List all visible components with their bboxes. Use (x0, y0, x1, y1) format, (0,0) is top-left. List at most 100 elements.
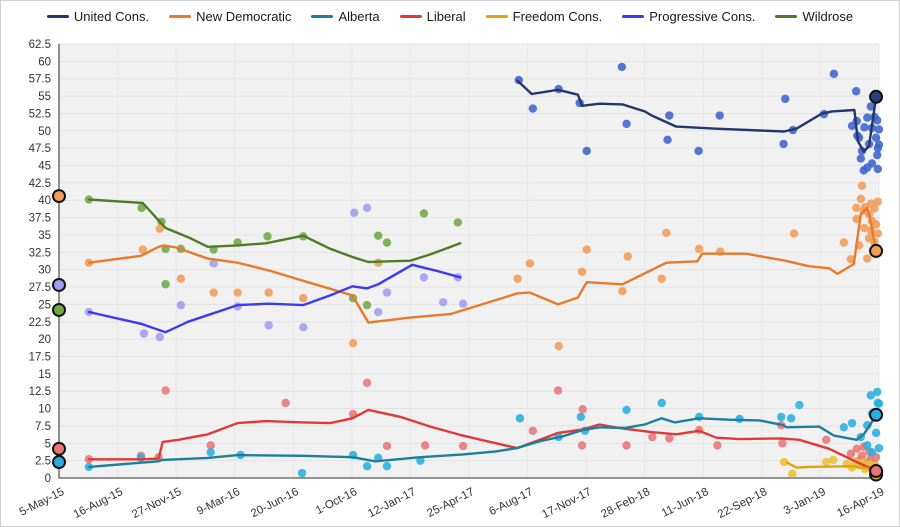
election-marker-alberta (869, 407, 884, 422)
polls-progressive-cons (84, 203, 468, 342)
poll-dot-alberta (839, 423, 849, 432)
poll-dot-new-democratic (209, 288, 218, 297)
election-marker-wildrose (52, 302, 66, 317)
x-axis-labels: 5-May-15 16-Aug-15 27-Nov-15 9-Mar-16 20-Jun… (18, 486, 887, 521)
y-tick-label: 45 (38, 161, 51, 173)
poll-dot-new-democratic (657, 274, 666, 283)
poll-dot-new-democratic (873, 229, 883, 238)
legend-label: Freedom Cons. (512, 9, 603, 24)
y-tick-label: 52.5 (29, 108, 51, 120)
y-tick-label: 5 (45, 438, 51, 450)
legend-swatch-progressive-cons (622, 15, 645, 18)
poll-dot-wildrose (453, 218, 463, 227)
y-tick-label: 62.5 (29, 39, 51, 51)
poll-dot-alberta (874, 399, 884, 408)
x-tick-label: 20-Jun-16 (249, 486, 301, 520)
poll-dot-united-cons (694, 146, 703, 156)
poll-dot-new-democratic (856, 194, 866, 204)
election-marker-new-democratic (869, 243, 884, 258)
y-tick-label: 27.5 (29, 282, 51, 294)
y-tick-label: 60 (38, 56, 51, 68)
poll-dot-freedom-cons (822, 457, 831, 467)
y-axis-labels: 02.557.51012.51517.52022.52527.53032.535… (29, 39, 51, 485)
poll-dot-liberal (846, 449, 856, 458)
poll-dot-progressive-cons (299, 323, 308, 332)
poll-dot-freedom-cons (779, 457, 789, 467)
poll-dot-progressive-cons (374, 307, 383, 317)
poll-dot-united-cons (617, 62, 627, 72)
poll-dot-new-democratic (789, 229, 799, 238)
poll-dot-liberal (553, 386, 563, 395)
legend-item-alberta: Alberta (311, 9, 380, 24)
y-tick-label: 30 (38, 265, 51, 277)
x-tick-label: 12-Jan-17 (366, 486, 418, 520)
poll-dot-new-democratic (662, 228, 671, 238)
poll-dot-liberal (420, 441, 430, 450)
x-tick-label: 28-Feb-18 (599, 486, 652, 521)
y-tick-label: 37.5 (29, 213, 51, 225)
poll-dot-new-democratic (176, 274, 186, 283)
poll-dot-united-cons (663, 135, 672, 145)
trend-line-freedom-cons (785, 461, 878, 476)
poll-dot-alberta (863, 441, 872, 450)
poll-dot-alberta (873, 387, 882, 397)
y-tick-label: 17.5 (29, 351, 51, 363)
poll-dot-alberta (867, 448, 877, 457)
poll-dot-united-cons (851, 87, 861, 96)
x-tick-label: 27-Nov-15 (130, 486, 183, 521)
poll-dot-new-democratic (554, 341, 563, 351)
poll-dot-united-cons (874, 125, 884, 134)
x-tick-label: 1-Oct-16 (314, 486, 359, 517)
poll-dot-new-democratic (525, 259, 535, 268)
x-tick-label: 6-Aug-17 (487, 486, 535, 518)
poll-dot-united-cons (829, 69, 839, 79)
poll-dot-new-democratic (860, 223, 869, 233)
poll-dot-new-democratic (863, 254, 872, 263)
election-marker-new-democratic (52, 189, 66, 204)
poll-dot-united-cons (860, 123, 869, 132)
poll-dot-new-democratic (155, 224, 164, 233)
x-tick-label: 9-Mar-16 (195, 486, 242, 518)
poll-dot-alberta (362, 461, 372, 471)
legend-swatch-united-cons (46, 15, 69, 18)
x-tick-label: 16-Apr-19 (835, 486, 886, 520)
poll-dot-new-democratic (871, 220, 881, 229)
poll-dot-new-democratic (138, 245, 147, 254)
legend-label: New Democratic (196, 9, 292, 24)
x-tick-label: 25-Apr-17 (425, 486, 476, 520)
poll-dot-wildrose (263, 232, 272, 241)
poll-dot-wildrose (374, 231, 383, 240)
x-tick-label: 16-Aug-15 (72, 486, 125, 521)
poll-dot-progressive-cons (458, 299, 468, 308)
poll-dot-alberta (776, 412, 786, 422)
y-tick-label: 20 (38, 334, 51, 346)
x-tick-label: 5-May-15 (18, 486, 67, 519)
poll-dot-alberta (136, 453, 146, 463)
poll-dot-new-democratic (264, 288, 273, 297)
legend-item-wildrose: Wildrose (775, 9, 853, 24)
poll-dot-united-cons (715, 111, 724, 120)
legend-swatch-alberta (311, 15, 334, 18)
poll-dot-new-democratic (577, 267, 587, 276)
poll-dot-liberal (382, 441, 392, 451)
poll-dot-liberal (778, 439, 787, 448)
legend-swatch-freedom-cons (485, 15, 508, 18)
election-marker-progressive-cons (52, 277, 66, 292)
poll-dot-progressive-cons (382, 288, 392, 297)
poll-dot-united-cons (622, 119, 631, 129)
poll-dot-united-cons (857, 146, 867, 156)
poll-dot-freedom-cons (788, 469, 797, 479)
poll-dot-alberta (206, 448, 215, 457)
axes (58, 44, 879, 479)
legend-swatch-new-democratic (169, 15, 192, 18)
y-tick-label: 22.5 (29, 317, 51, 329)
poll-dot-progressive-cons (155, 332, 164, 342)
poll-dot-united-cons (873, 164, 883, 174)
poll-dot-alberta (515, 414, 525, 423)
poll-dot-alberta (866, 391, 875, 400)
y-tick-label: 7.5 (35, 421, 51, 433)
poll-dot-united-cons (528, 104, 538, 113)
poll-dot-united-cons (873, 116, 882, 125)
poll-dot-new-democratic (623, 252, 632, 261)
